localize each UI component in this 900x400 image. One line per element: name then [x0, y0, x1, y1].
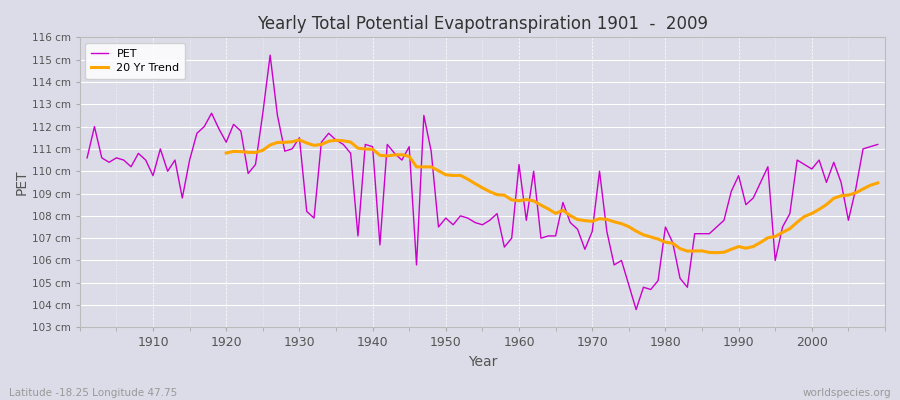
Line: PET: PET: [87, 55, 878, 310]
PET: [265, 53, 275, 58]
Legend: PET, 20 Yr Trend: PET, 20 Yr Trend: [86, 43, 185, 79]
20 Yr Trend: [792, 220, 803, 225]
20 Yr Trend: [682, 249, 693, 254]
X-axis label: Year: Year: [468, 355, 497, 369]
Text: Latitude -18.25 Longitude 47.75: Latitude -18.25 Longitude 47.75: [9, 388, 177, 398]
PET: [140, 158, 151, 162]
20 Yr Trend: [711, 250, 722, 255]
20 Yr Trend: [316, 142, 327, 147]
Text: worldspecies.org: worldspecies.org: [803, 388, 891, 398]
PET: [608, 262, 619, 267]
20 Yr Trend: [220, 151, 231, 156]
Title: Yearly Total Potential Evapotranspiration 1901  -  2009: Yearly Total Potential Evapotranspiratio…: [256, 15, 708, 33]
PET: [631, 307, 642, 312]
Line: 20 Yr Trend: 20 Yr Trend: [226, 140, 878, 253]
PET: [514, 162, 525, 167]
20 Yr Trend: [872, 180, 883, 185]
20 Yr Trend: [294, 138, 305, 142]
20 Yr Trend: [777, 230, 788, 235]
PET: [309, 216, 320, 220]
20 Yr Trend: [426, 164, 436, 169]
PET: [353, 234, 364, 238]
Y-axis label: PET: PET: [15, 170, 29, 195]
PET: [872, 142, 883, 147]
20 Yr Trend: [858, 186, 868, 191]
PET: [521, 218, 532, 223]
PET: [82, 156, 93, 160]
